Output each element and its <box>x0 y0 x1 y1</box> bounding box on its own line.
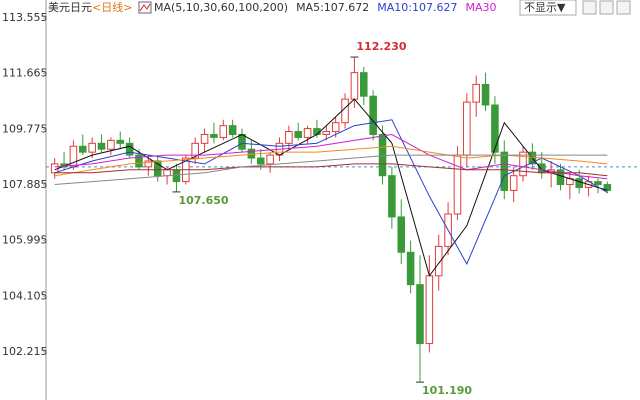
candle-body <box>210 133 218 138</box>
y-tick-label: 109.775 <box>2 122 48 135</box>
candle-body <box>575 178 583 188</box>
candle-body <box>537 163 546 174</box>
dropdown-box[interactable] <box>519 0 577 16</box>
annotation-label: 101.190 <box>422 384 472 397</box>
candle-body <box>97 142 106 150</box>
candle-body <box>116 139 125 144</box>
annotation-label: 107.650 <box>178 194 228 207</box>
candle-body <box>303 128 312 138</box>
candle-body <box>135 154 143 168</box>
candle-body <box>369 95 377 135</box>
candle-body <box>350 72 359 100</box>
tool-icon[interactable] <box>599 0 614 15</box>
ma-line <box>54 145 608 177</box>
candle-body <box>266 154 274 165</box>
candle-body <box>416 284 424 345</box>
tool-icon[interactable] <box>616 0 631 15</box>
candle-body <box>322 131 331 135</box>
candle-body <box>88 142 96 153</box>
candle-body <box>219 125 228 138</box>
ma-icon <box>138 1 152 14</box>
period[interactable]: <日线> <box>92 0 132 14</box>
legend-entry: MA30 <box>466 1 497 14</box>
ma-line <box>54 154 608 185</box>
candle-body <box>594 181 602 186</box>
candle-body <box>331 122 340 133</box>
candle-body <box>285 131 293 144</box>
candle-body <box>378 133 387 177</box>
candle-body <box>238 133 246 150</box>
candle-body <box>200 133 209 144</box>
legend-entry: MA5:107.672 <box>296 1 369 14</box>
candle-body <box>388 175 396 218</box>
dropdown[interactable]: 不显示▼ <box>524 1 566 14</box>
candle-body <box>360 72 368 97</box>
y-tick-label: 105.995 <box>2 234 48 247</box>
candle-body <box>172 169 181 183</box>
legend-entry: MA10:107.627 <box>377 1 457 14</box>
legend: MA(5,10,30,60,100,200) MA5:107.672 MA10:10… <box>154 1 497 14</box>
candle-body <box>247 148 256 159</box>
candle-body <box>144 160 153 168</box>
candle-body <box>107 139 115 150</box>
candle-body <box>509 175 518 191</box>
ma-line <box>54 98 608 277</box>
candle-body <box>406 251 415 286</box>
candle-body <box>453 154 462 215</box>
candle-body <box>79 145 87 153</box>
y-tick-label: 104.105 <box>2 289 48 302</box>
ma-line <box>54 163 608 177</box>
candle-body <box>491 104 499 153</box>
candle-body <box>313 128 321 135</box>
candle-body <box>50 163 59 174</box>
ma-line <box>54 133 608 180</box>
candle-body <box>191 142 199 159</box>
candle-body <box>228 125 237 135</box>
y-tick-label: 111.665 <box>2 67 48 80</box>
candle-body <box>519 151 527 177</box>
candle-body <box>472 83 480 103</box>
candle-body <box>163 169 171 177</box>
candle-body <box>500 151 509 191</box>
y-tick-label: 102.215 <box>2 345 48 358</box>
candle-body <box>603 184 612 191</box>
candle-body <box>463 101 471 156</box>
candle-body <box>434 245 443 277</box>
candle-body <box>341 98 349 124</box>
tool-icon[interactable] <box>582 0 597 15</box>
y-tick-label: 107.885 <box>2 178 48 191</box>
candle-body <box>153 160 162 177</box>
candle-body <box>294 131 302 138</box>
annotation-label: 112.230 <box>356 40 406 53</box>
candle-body <box>425 275 434 345</box>
candle-body <box>397 216 406 253</box>
legend-entry: MA(5,10,30,60,100,200) <box>154 1 288 14</box>
candle-body <box>481 83 490 106</box>
chart-title: 美元日元 <box>48 1 92 14</box>
candle-body <box>125 142 134 156</box>
y-tick-label: 113.555 <box>2 11 48 24</box>
candle-body <box>256 157 265 165</box>
ma-icon-line <box>139 3 151 12</box>
